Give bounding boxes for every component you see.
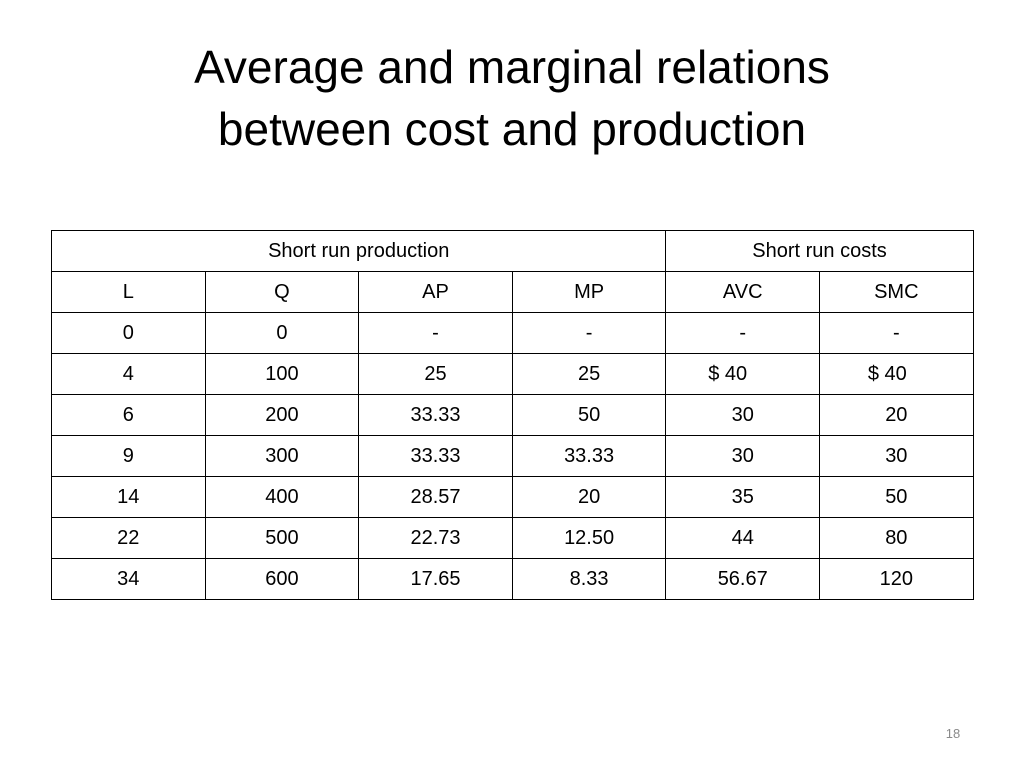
cell-avc: 56.67 — [665, 558, 821, 600]
table-row: 22 500 22.73 12.50 44 80 — [51, 517, 974, 559]
cell-smc: 30 — [819, 435, 974, 477]
cell-ap: 28.57 — [358, 476, 513, 518]
column-header-q: Q — [204, 271, 360, 313]
cost-production-table: Short run production Short run costs L Q… — [50, 230, 974, 600]
cell-l: 0 — [51, 312, 206, 354]
table-row: 14 400 28.57 20 35 50 — [51, 476, 974, 518]
cell-avc: 30 — [665, 435, 821, 477]
table-body: 0 0- - - -4 100 25 25 $ 40 $ 40 6 200 33.33 50 30 20 9 30… — [51, 312, 974, 600]
cell-l: 14 — [51, 476, 206, 518]
slide-number: 18 — [945, 726, 961, 741]
cell-q: 100 — [204, 353, 360, 395]
cell-ap: 17.65 — [358, 558, 513, 600]
column-header-row: L Q AP MP AVC SMC — [51, 271, 974, 313]
column-header-avc: AVC — [665, 271, 821, 313]
table-row: 9 300 33.33 33.33 30 30 — [51, 435, 974, 477]
cell-smc: 80 — [819, 517, 974, 559]
cell-smc: 120 — [819, 558, 974, 600]
cell-smc: - — [819, 312, 974, 354]
cell-ap: 33.33 — [358, 394, 513, 436]
cell-mp: 20 — [511, 476, 667, 518]
column-header-mp: MP — [511, 271, 667, 313]
table-row: 34 600 17.65 8.33 56.67 120 — [51, 558, 974, 600]
cell-smc: 20 — [819, 394, 974, 436]
cell-avc: 44 — [665, 517, 821, 559]
slide-title: Average and marginal relations between c… — [0, 36, 1024, 160]
group-header-production: Short run production — [50, 230, 667, 272]
cell-avc: 30 — [665, 394, 821, 436]
cell-ap: 33.33 — [358, 435, 513, 477]
cell-smc: 50 — [819, 476, 974, 518]
slide-title-line-2: between cost and production — [217, 103, 807, 155]
column-header-ap: AP — [358, 271, 513, 313]
cell-l: 22 — [51, 517, 206, 559]
cell-q: 600 — [204, 558, 360, 600]
cell-q: 500 — [204, 517, 360, 559]
cell-mp: 12.50 — [511, 517, 667, 559]
column-header-smc: SMC — [819, 271, 974, 313]
cell-q: 0 — [204, 312, 360, 354]
table-row: 4 100 25 25 $ 40 $ 40 — [51, 353, 974, 395]
cell-l: 6 — [51, 394, 206, 436]
cell-ap: 25 — [358, 353, 513, 395]
cell-q: 400 — [204, 476, 360, 518]
cell-mp: 33.33 — [511, 435, 667, 477]
cell-l: 34 — [51, 558, 206, 600]
cell-mp: 50 — [511, 394, 667, 436]
cell-q: 200 — [204, 394, 360, 436]
cell-smc: $ 40 — [819, 353, 974, 395]
cell-avc: 35 — [665, 476, 821, 518]
cell-ap: 22.73 — [358, 517, 513, 559]
cell-mp: - — [511, 312, 667, 354]
cell-mp: 25 — [511, 353, 667, 395]
cell-ap: - — [358, 312, 513, 354]
cell-l: 4 — [51, 353, 206, 395]
group-header-costs: Short run costs — [665, 230, 974, 272]
cell-mp: 8.33 — [511, 558, 667, 600]
cell-avc: $ 40 — [665, 353, 821, 395]
group-header-row: Short run production Short run costs — [50, 230, 974, 272]
cell-avc: - — [665, 312, 821, 354]
slide-title-line-1: Average and marginal relations — [194, 41, 830, 93]
cell-l: 9 — [51, 435, 206, 477]
column-header-l: L — [51, 271, 206, 313]
cell-q: 300 — [204, 435, 360, 477]
table-row: 6 200 33.33 50 30 20 — [51, 394, 974, 436]
